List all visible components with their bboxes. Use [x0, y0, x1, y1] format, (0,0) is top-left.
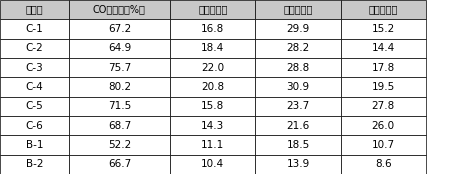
- Text: 14.4: 14.4: [371, 43, 395, 53]
- Text: 18.5: 18.5: [286, 140, 310, 150]
- Text: 68.7: 68.7: [108, 121, 131, 131]
- Bar: [255, 135, 341, 155]
- Text: 丙烯选择性: 丙烯选择性: [283, 5, 313, 15]
- Bar: [69, 116, 170, 135]
- Bar: [69, 135, 170, 155]
- Text: 15.8: 15.8: [201, 101, 225, 111]
- Bar: [255, 39, 341, 58]
- Bar: [170, 77, 255, 97]
- Bar: [255, 116, 341, 135]
- Bar: [0, 39, 69, 58]
- Text: 64.9: 64.9: [108, 43, 131, 53]
- Bar: [0, 0, 69, 19]
- Bar: [69, 155, 170, 174]
- Bar: [0, 77, 69, 97]
- Text: C-6: C-6: [26, 121, 43, 131]
- Bar: [170, 19, 255, 39]
- Text: 14.3: 14.3: [201, 121, 225, 131]
- Bar: [341, 116, 426, 135]
- Text: 67.2: 67.2: [108, 24, 131, 34]
- Bar: [170, 135, 255, 155]
- Text: 8.6: 8.6: [375, 159, 392, 169]
- Bar: [69, 0, 170, 19]
- Text: B-1: B-1: [26, 140, 43, 150]
- Bar: [0, 155, 69, 174]
- Bar: [69, 19, 170, 39]
- Text: 18.4: 18.4: [201, 43, 225, 53]
- Bar: [341, 97, 426, 116]
- Text: CO转化率（%）: CO转化率（%）: [93, 5, 146, 15]
- Bar: [69, 39, 170, 58]
- Text: 19.5: 19.5: [371, 82, 395, 92]
- Bar: [341, 19, 426, 39]
- Bar: [0, 116, 69, 135]
- Bar: [170, 0, 255, 19]
- Text: 52.2: 52.2: [108, 140, 131, 150]
- Text: 21.6: 21.6: [286, 121, 310, 131]
- Bar: [255, 0, 341, 19]
- Bar: [69, 77, 170, 97]
- Text: 17.8: 17.8: [371, 63, 395, 73]
- Text: 22.0: 22.0: [201, 63, 224, 73]
- Text: 29.9: 29.9: [286, 24, 310, 34]
- Text: C-4: C-4: [26, 82, 43, 92]
- Bar: [255, 155, 341, 174]
- Bar: [255, 58, 341, 77]
- Text: 26.0: 26.0: [372, 121, 394, 131]
- Text: C-5: C-5: [26, 101, 43, 111]
- Text: 27.8: 27.8: [371, 101, 395, 111]
- Bar: [341, 58, 426, 77]
- Text: 71.5: 71.5: [108, 101, 131, 111]
- Text: 66.7: 66.7: [108, 159, 131, 169]
- Text: C-1: C-1: [26, 24, 43, 34]
- Text: 16.8: 16.8: [201, 24, 225, 34]
- Text: 80.2: 80.2: [108, 82, 131, 92]
- Bar: [0, 135, 69, 155]
- Bar: [341, 155, 426, 174]
- Text: C-2: C-2: [26, 43, 43, 53]
- Bar: [0, 58, 69, 77]
- Bar: [170, 155, 255, 174]
- Text: 10.4: 10.4: [201, 159, 224, 169]
- Bar: [341, 135, 426, 155]
- Bar: [255, 77, 341, 97]
- Text: 30.9: 30.9: [287, 82, 309, 92]
- Text: 28.8: 28.8: [286, 63, 310, 73]
- Bar: [341, 0, 426, 19]
- Bar: [170, 58, 255, 77]
- Bar: [0, 97, 69, 116]
- Text: 75.7: 75.7: [108, 63, 131, 73]
- Text: 11.1: 11.1: [201, 140, 225, 150]
- Text: 23.7: 23.7: [286, 101, 310, 111]
- Text: 28.2: 28.2: [286, 43, 310, 53]
- Text: 催化剑: 催化剑: [26, 5, 43, 15]
- Bar: [255, 19, 341, 39]
- Bar: [69, 58, 170, 77]
- Bar: [170, 39, 255, 58]
- Bar: [341, 77, 426, 97]
- Bar: [170, 97, 255, 116]
- Bar: [255, 97, 341, 116]
- Text: 10.7: 10.7: [372, 140, 394, 150]
- Text: B-2: B-2: [26, 159, 43, 169]
- Text: C-3: C-3: [26, 63, 43, 73]
- Bar: [69, 97, 170, 116]
- Text: 乙烯选择性: 乙烯选择性: [198, 5, 228, 15]
- Text: 13.9: 13.9: [286, 159, 310, 169]
- Text: 20.8: 20.8: [201, 82, 224, 92]
- Bar: [341, 39, 426, 58]
- Text: 丁烯选择性: 丁烯选择性: [368, 5, 398, 15]
- Bar: [170, 116, 255, 135]
- Bar: [0, 19, 69, 39]
- Text: 15.2: 15.2: [371, 24, 395, 34]
